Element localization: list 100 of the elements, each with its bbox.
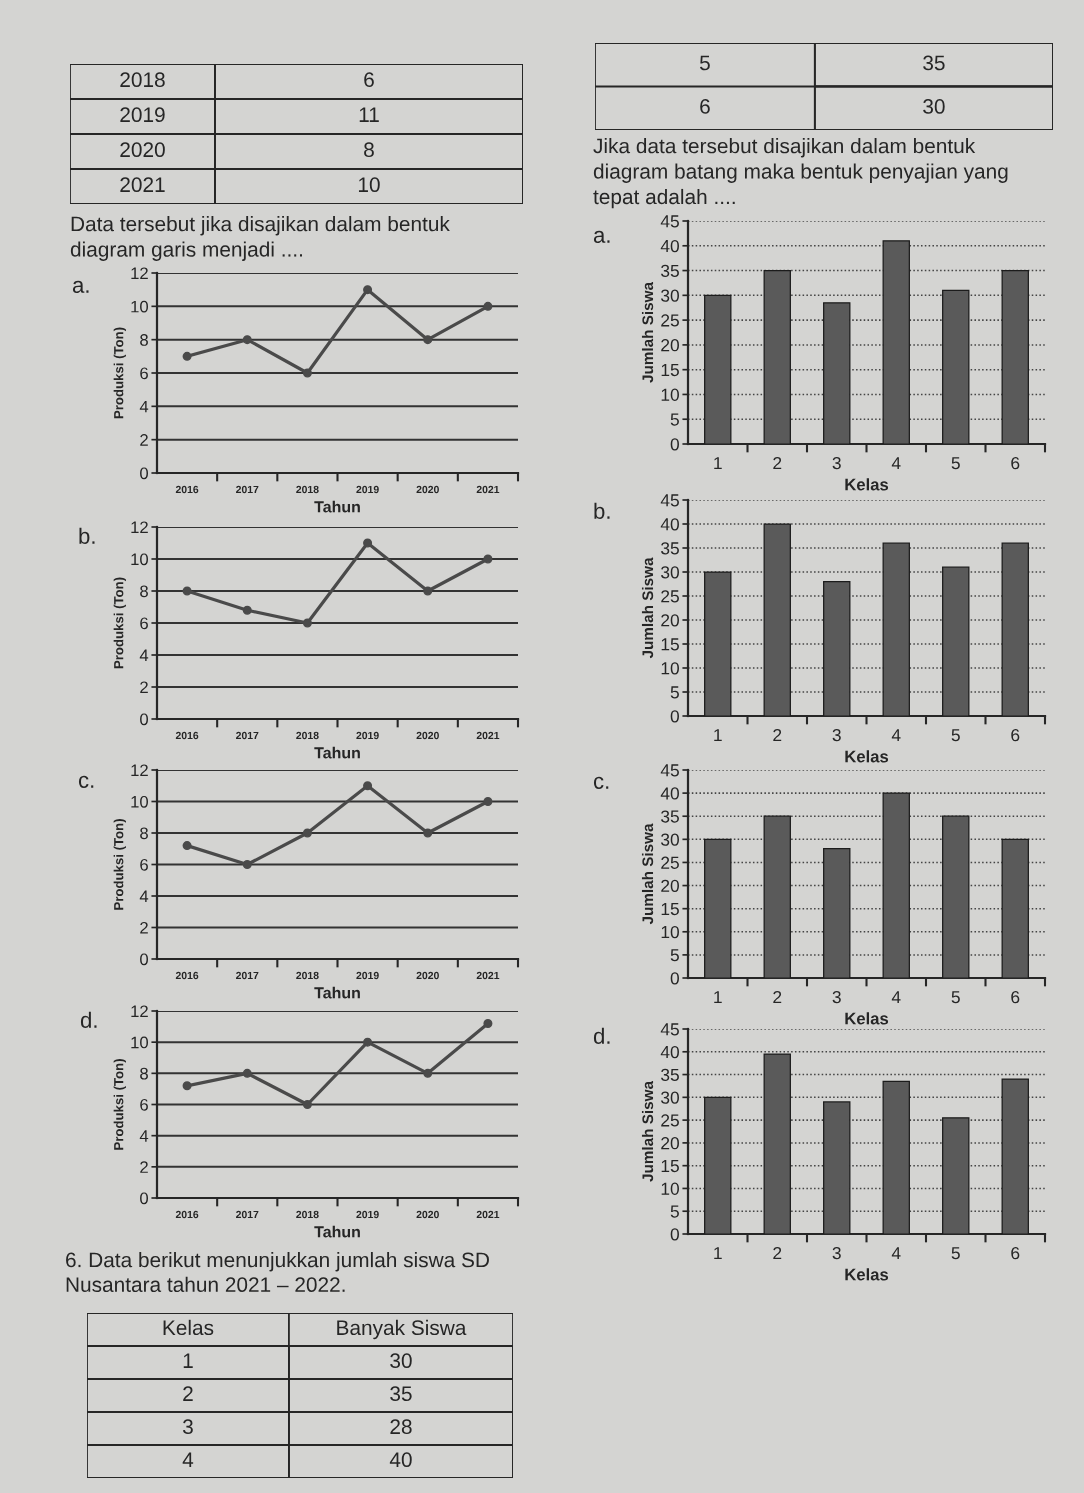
- x-tick-label: 2017: [236, 731, 259, 740]
- y-tick-label: 15: [661, 903, 679, 916]
- x-tick-label: Banyak Siswa: [337, 1319, 467, 1340]
- chart-title: b.: [79, 527, 95, 544]
- point: [483, 554, 493, 564]
- x-axis-title: Kelas: [845, 1012, 889, 1025]
- y-tick-label: 6: [140, 1098, 148, 1111]
- data-label: 35: [390, 1386, 412, 1402]
- y-axis-title: Produksi (Ton): [113, 819, 126, 910]
- x-tick-label: 2019: [356, 485, 379, 494]
- text: Jika data tersebut disajikan dalam bentuk diagram batang maka bentuk penyajian yang tepat adalah ....: [593, 138, 1008, 209]
- y-axis-title: Produksi (Ton): [113, 577, 126, 669]
- point: [363, 538, 373, 548]
- x-tick-label: 2021: [476, 1210, 500, 1219]
- data-label: 8: [364, 142, 374, 158]
- x-tick-label: 6: [1011, 456, 1020, 470]
- y-tick-label: 6: [140, 617, 148, 630]
- point: [242, 605, 252, 615]
- x-tick-label: 2018: [296, 971, 319, 980]
- x-tick-label: 3: [832, 990, 841, 1004]
- y-tick-label: 2: [140, 921, 148, 934]
- point: [182, 586, 192, 596]
- x-tick-label: 2019: [356, 731, 379, 740]
- y-tick-label: 0: [670, 972, 679, 985]
- point: [363, 781, 373, 791]
- y-tick-label: 35: [661, 810, 679, 823]
- y-tick-label: 4: [139, 649, 149, 662]
- x-tick-label: 2021: [476, 731, 500, 740]
- chart-title: b.: [594, 502, 610, 519]
- y-tick-label: 35: [661, 264, 679, 278]
- y-tick-label: 4: [139, 890, 149, 903]
- y-tick-label: 15: [661, 1160, 679, 1173]
- point: [302, 828, 312, 838]
- data-label: 30: [390, 1353, 412, 1369]
- chart-title: a.: [72, 280, 89, 293]
- y-tick-label: 20: [661, 339, 679, 352]
- x-tick-label: 2018: [296, 485, 319, 494]
- y-tick-label: 40: [660, 239, 679, 253]
- x-tick-label: 2016: [175, 971, 199, 980]
- x-tick-label: 2016: [175, 485, 199, 494]
- x-tick-label: 2: [773, 728, 782, 742]
- data-label: 6: [364, 72, 374, 88]
- y-tick-label: 5: [670, 686, 679, 699]
- x-tick-label: 2020: [416, 731, 439, 740]
- y-tick-label: 35: [661, 1068, 679, 1082]
- x-tick-label: 6: [1011, 990, 1020, 1004]
- x-tick-label: 3: [832, 728, 841, 742]
- y-axis-title: Produksi (Ton): [113, 327, 126, 419]
- point: [363, 1037, 373, 1047]
- y-tick-label: 2018: [120, 72, 165, 88]
- x-tick-label: 2: [773, 1246, 782, 1260]
- y-tick-label: 45: [660, 764, 679, 777]
- x-tick-label: 5: [951, 729, 960, 742]
- y-tick-label: 0: [670, 438, 679, 451]
- x-axis-title: Kelas: [845, 750, 889, 763]
- y-axis-title: Jumlah Siswa: [641, 557, 654, 659]
- x-tick-label: 2020: [416, 1210, 439, 1219]
- point: [423, 828, 433, 838]
- x-tick-label: 4: [891, 457, 901, 470]
- chart-title: a.: [593, 230, 610, 243]
- x-tick-label: 1: [714, 729, 722, 742]
- chart-title: d.: [593, 1027, 610, 1044]
- y-tick-label: 25: [661, 590, 679, 603]
- y-tick-label: 5: [670, 949, 679, 962]
- y-axis-title: Kelas: [163, 1319, 214, 1336]
- point: [182, 841, 192, 851]
- y-tick-label: 2020: [120, 142, 165, 158]
- point: [182, 351, 192, 361]
- point: [242, 335, 252, 345]
- x-tick-label: 4: [891, 729, 901, 742]
- data-label: 30: [923, 99, 945, 114]
- y-tick-label: 20: [661, 614, 679, 627]
- point: [302, 368, 312, 378]
- data-label: 40: [389, 1452, 412, 1468]
- y-tick-label: 40: [660, 1045, 679, 1059]
- x-tick-label: 5: [951, 991, 960, 1004]
- y-tick-label: 45: [660, 494, 679, 507]
- y-tick-label: 10: [661, 1182, 679, 1195]
- point: [483, 1018, 493, 1028]
- x-axis-title: Kelas: [845, 478, 889, 491]
- point: [423, 335, 433, 345]
- y-tick-label: 35: [661, 542, 679, 555]
- point: [423, 586, 433, 596]
- point: [302, 618, 312, 628]
- x-tick-label: 2019: [356, 971, 379, 980]
- x-tick-label: 2021: [476, 971, 500, 980]
- x-tick-label: 2018: [296, 731, 319, 740]
- x-axis-title: Kelas: [845, 1268, 889, 1281]
- point: [242, 1068, 252, 1078]
- y-tick-label: 2021: [120, 177, 165, 193]
- y-tick-label: 20: [661, 879, 679, 893]
- point: [363, 285, 373, 295]
- y-axis-title: Jumlah Siswa: [641, 281, 654, 383]
- text: Data tersebut jika disajikan dalam bentuk diagram garis menjadi ....: [70, 216, 450, 261]
- y-tick-label: 0: [140, 953, 149, 966]
- y-tick-label: 15: [661, 364, 679, 377]
- y-tick-label: 25: [661, 1114, 679, 1127]
- y-tick-label: 4: [182, 1452, 194, 1467]
- chart-title: c.: [78, 775, 94, 788]
- x-tick-label: 2017: [236, 1210, 259, 1219]
